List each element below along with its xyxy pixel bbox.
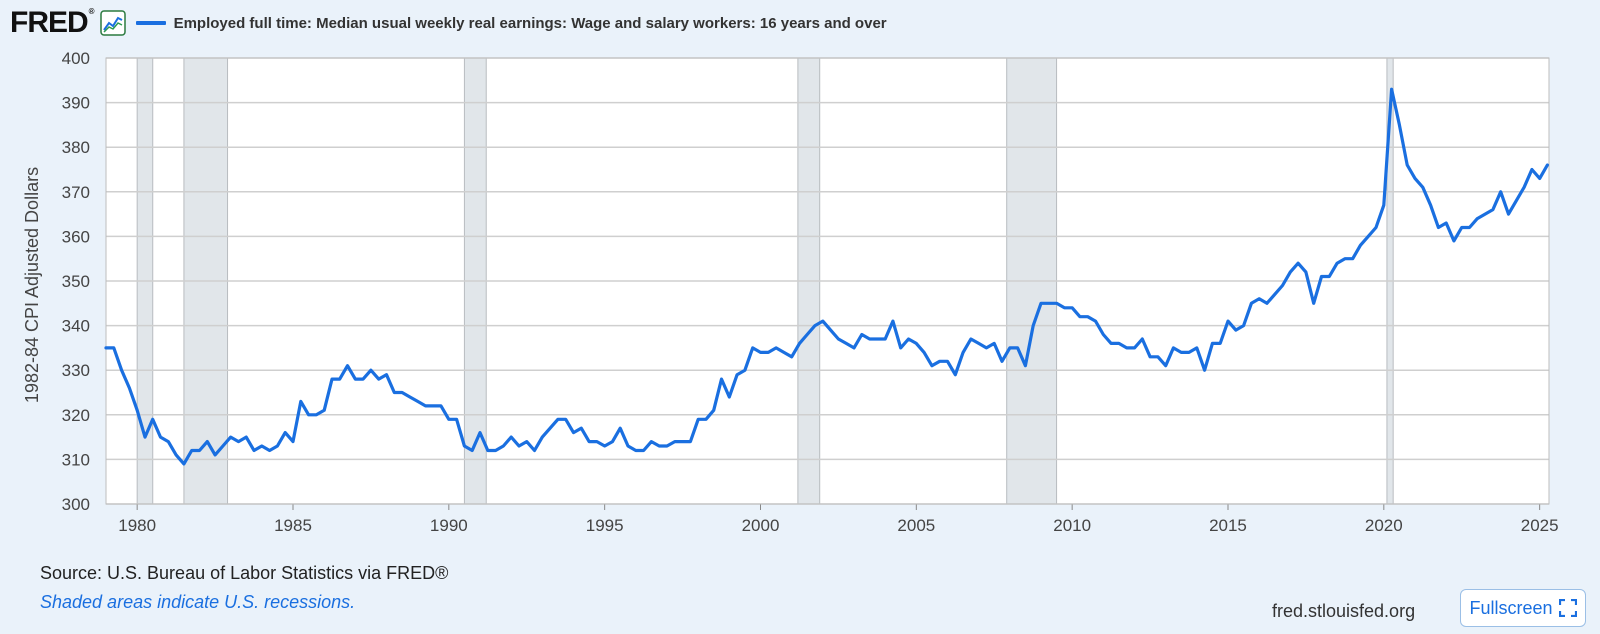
site-url[interactable]: fred.stlouisfed.org xyxy=(1272,601,1416,621)
plot-border xyxy=(105,57,1550,505)
x-tick-label: 1985 xyxy=(274,516,312,535)
fred-logo-text: FRED xyxy=(10,6,89,39)
x-tick-label: 2025 xyxy=(1521,516,1559,535)
legend-swatch xyxy=(135,21,166,25)
y-axis-label: 1982-84 CPI Adjusted Dollars xyxy=(22,167,42,403)
fullscreen-label: Fullscreen xyxy=(1469,597,1553,618)
y-tick-label: 400 xyxy=(62,49,90,68)
x-tick-label: 1990 xyxy=(430,516,468,535)
axes: 300 310 320 330 340 350 360 370 380 390 400 1980 198… xyxy=(62,49,1559,535)
fred-logo[interactable]: FRED® xyxy=(10,6,95,39)
y-tick-label: 310 xyxy=(62,450,90,469)
series-title: Employed full time: Median usual weekly … xyxy=(173,14,887,32)
y-tick-label: 360 xyxy=(62,227,90,246)
series-line[interactable] xyxy=(104,87,1550,466)
y-tick-label: 380 xyxy=(62,138,90,157)
y-tick-label: 350 xyxy=(62,272,90,291)
x-tick-label: 2005 xyxy=(897,516,935,535)
x-tick-label: 2015 xyxy=(1209,516,1247,535)
recession-note: Shaded areas indicate U.S. recessions. xyxy=(40,592,356,612)
fullscreen-button[interactable]: Fullscreen xyxy=(1460,589,1586,627)
y-tick-label: 370 xyxy=(62,183,90,202)
chart-header: FRED® Employed full time: Median usual w… xyxy=(10,6,887,40)
expand-icon xyxy=(1558,599,1577,617)
fred-logo-reg: ® xyxy=(88,7,95,16)
y-tick-label: 300 xyxy=(62,495,90,514)
y-tick-label: 330 xyxy=(62,361,90,380)
x-tick-label: 2000 xyxy=(742,516,780,535)
y-tick-label: 320 xyxy=(62,406,90,425)
y-tick-label: 340 xyxy=(62,317,90,336)
x-tick-label: 1995 xyxy=(586,516,624,535)
x-tick-label: 1980 xyxy=(118,516,156,535)
y-tick-label: 390 xyxy=(62,94,90,113)
series-layer xyxy=(104,87,1550,466)
x-tick-label: 2020 xyxy=(1365,516,1403,535)
line-chart-icon xyxy=(99,10,126,36)
source-text: Source: U.S. Bureau of Labor Statistics … xyxy=(40,563,449,583)
x-tick-label: 2010 xyxy=(1053,516,1091,535)
line-chart: 300 310 320 330 340 350 360 370 380 390 400 1980 198… xyxy=(22,49,1559,535)
